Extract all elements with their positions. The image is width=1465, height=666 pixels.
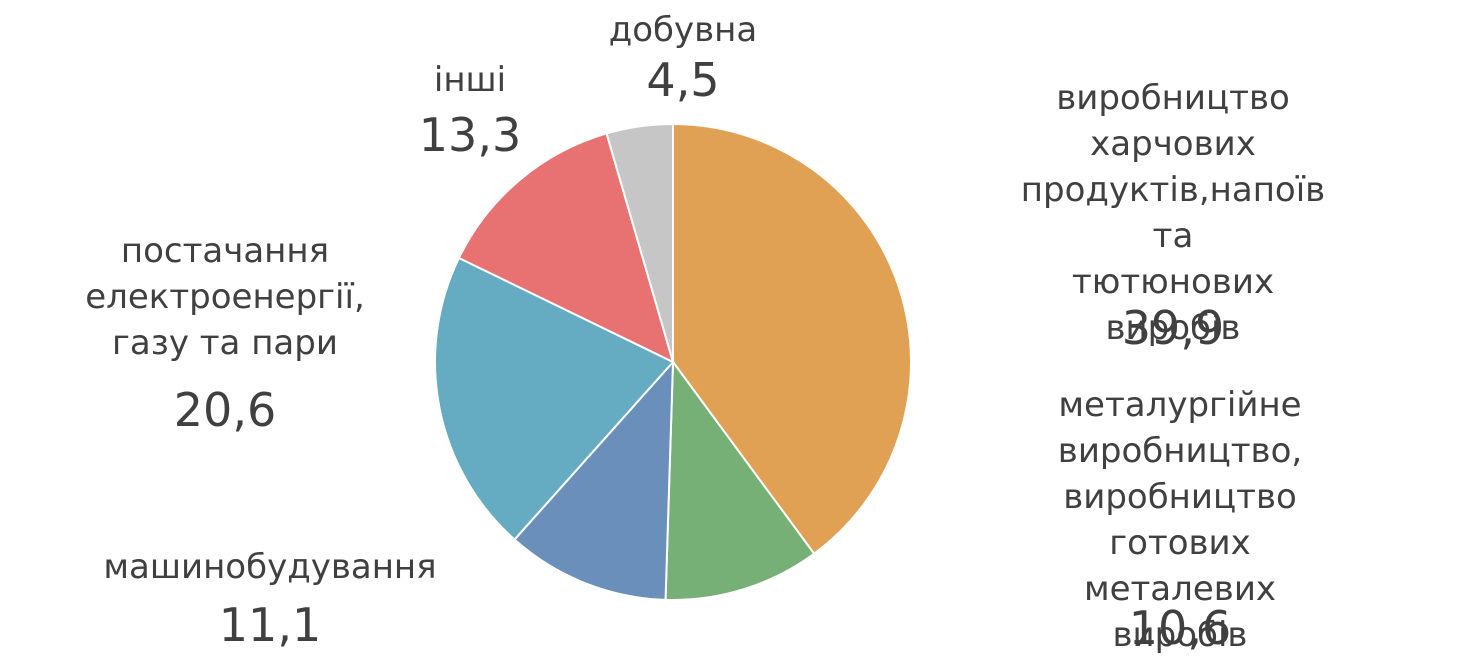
category-label: інші: [433, 60, 507, 100]
category-label: постачання електроенергії, газу та пари: [85, 231, 365, 363]
pie-slice: [672, 122, 912, 556]
category-label: металургійне виробництво, виробництво го…: [1057, 385, 1303, 655]
pie-slice: [434, 256, 675, 541]
pie-slice: [605, 122, 674, 363]
value-label: 13,3: [418, 108, 522, 162]
pie-slice: [457, 132, 675, 364]
pie-slice: [664, 359, 816, 601]
category-label: виробництво харчових продуктів,напоїв та…: [1020, 78, 1326, 348]
value-label: 20,6: [173, 383, 277, 437]
value-label: 10,6: [1128, 601, 1232, 655]
pie-slice: [513, 359, 675, 601]
category-label: машинобудування: [103, 547, 437, 587]
value-label: 39,9: [1121, 301, 1225, 355]
value-label: 11,1: [218, 598, 322, 652]
category-label: добувна: [608, 10, 758, 50]
value-label: 4,5: [646, 53, 720, 107]
